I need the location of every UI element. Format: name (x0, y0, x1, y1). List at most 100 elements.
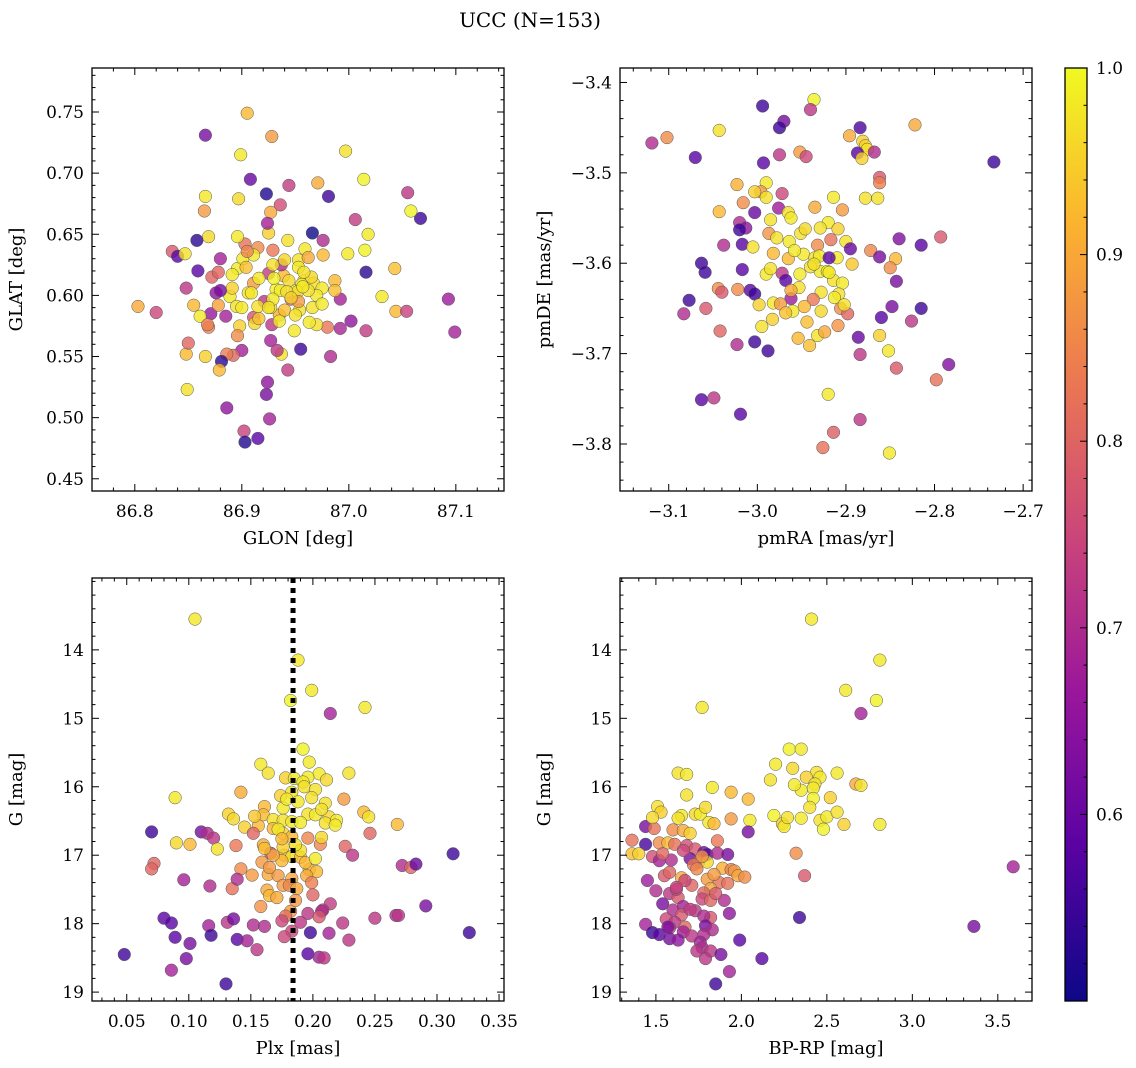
data-point (743, 813, 757, 827)
data-point (722, 965, 736, 979)
data-point (853, 413, 867, 427)
data-point (736, 196, 750, 210)
data-point (669, 880, 683, 894)
data-point (245, 868, 259, 882)
y-tick-label: −3.8 (571, 435, 612, 455)
data-point (197, 204, 211, 218)
data-point (660, 131, 674, 145)
data-point (375, 290, 389, 304)
data-point (260, 375, 275, 389)
x-tick-label: −3.0 (737, 502, 778, 522)
data-point (202, 230, 216, 244)
data-point (266, 258, 280, 272)
data-point (671, 811, 685, 825)
data-point (278, 303, 292, 317)
data-point (250, 943, 264, 957)
data-point (259, 387, 273, 401)
data-point (337, 792, 351, 806)
plot-frame (91, 577, 505, 1002)
data-point (854, 778, 868, 792)
x-tick-label: 1.5 (642, 1012, 669, 1032)
data-point (698, 265, 712, 279)
data-point (190, 233, 204, 247)
data-point (183, 837, 197, 851)
data-point (855, 151, 869, 165)
data-point (656, 847, 670, 861)
data-point (446, 847, 460, 861)
ticks (620, 68, 1032, 491)
data-point (695, 700, 709, 714)
data-point (818, 325, 832, 339)
data-point (301, 831, 315, 845)
scatter-points (117, 612, 476, 991)
data-point (281, 363, 295, 377)
x-axis-label: Plx [mas] (256, 1038, 341, 1059)
data-point (316, 248, 330, 262)
data-point (230, 872, 244, 886)
x-tick-label: 87.0 (330, 502, 368, 522)
data-point (837, 298, 851, 312)
data-point (806, 292, 820, 306)
data-point (264, 334, 278, 348)
data-point (752, 298, 766, 312)
data-point (273, 198, 287, 212)
ticks (620, 578, 1033, 1001)
x-tick-label: −2.9 (825, 502, 866, 522)
data-point (746, 240, 760, 254)
y-tick-label: −3.6 (571, 254, 612, 274)
data-point (257, 841, 272, 855)
data-point (359, 265, 373, 279)
data-point (799, 150, 813, 164)
data-point (792, 910, 807, 925)
data-point (265, 129, 279, 144)
colorbar: 0.6 0.7 0.8 0.9 1.0 (1064, 59, 1123, 1002)
data-point (275, 914, 289, 928)
data-point (661, 920, 675, 934)
data-point (741, 792, 755, 806)
data-point (341, 247, 355, 261)
data-point (145, 862, 159, 876)
data-point (722, 906, 736, 920)
data-point (699, 301, 713, 315)
data-point (179, 281, 193, 295)
y-tick-label: 16 (62, 778, 84, 798)
data-point (248, 809, 262, 823)
data-point (694, 393, 709, 407)
data-point (678, 873, 692, 888)
data-point (671, 933, 685, 947)
data-point (769, 757, 783, 771)
y-tick-label: 15 (590, 709, 612, 729)
data-point (344, 314, 358, 328)
x-tick-label: 0.20 (294, 1012, 332, 1032)
data-point (238, 435, 252, 449)
data-point (710, 834, 724, 848)
data-point (842, 129, 857, 143)
data-point (854, 706, 868, 721)
scatter-points (625, 612, 1020, 991)
data-point (252, 312, 266, 326)
data-point (640, 873, 654, 888)
data-point (677, 307, 691, 321)
data-point (934, 230, 948, 244)
data-point (287, 324, 301, 338)
data-point (278, 253, 292, 267)
x-tick-label: 3.5 (984, 1012, 1011, 1032)
y-tick-label: 15 (62, 709, 84, 729)
data-point (230, 230, 245, 244)
data-point (779, 306, 793, 320)
data-point (683, 826, 697, 840)
data-point (261, 766, 275, 780)
data-point (305, 876, 319, 890)
y-tick-label: 17 (62, 846, 84, 866)
x-tick-label: 86.8 (116, 502, 154, 522)
data-point (342, 933, 356, 947)
data-point (266, 848, 280, 862)
data-point (822, 251, 836, 265)
data-point (707, 867, 721, 881)
data-point (883, 261, 897, 275)
y-tick-label: 18 (62, 915, 84, 935)
data-point (625, 833, 639, 847)
data-point (297, 265, 311, 279)
y-tick-label: 16 (590, 778, 612, 798)
data-point (822, 265, 836, 279)
